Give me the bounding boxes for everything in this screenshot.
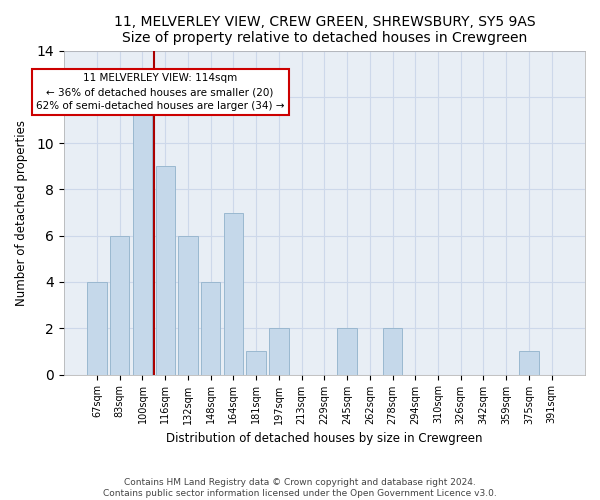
- Bar: [519, 352, 539, 374]
- Title: 11, MELVERLEY VIEW, CREW GREEN, SHREWSBURY, SY5 9AS
Size of property relative to: 11, MELVERLEY VIEW, CREW GREEN, SHREWSBU…: [113, 15, 535, 45]
- Bar: [224, 212, 243, 374]
- Bar: [269, 328, 289, 374]
- Bar: [110, 236, 130, 374]
- Bar: [201, 282, 220, 374]
- Y-axis label: Number of detached properties: Number of detached properties: [15, 120, 28, 306]
- Bar: [133, 97, 152, 374]
- Bar: [337, 328, 357, 374]
- Bar: [178, 236, 197, 374]
- X-axis label: Distribution of detached houses by size in Crewgreen: Distribution of detached houses by size …: [166, 432, 482, 445]
- Bar: [88, 282, 107, 374]
- Bar: [383, 328, 402, 374]
- Bar: [247, 352, 266, 374]
- Text: 11 MELVERLEY VIEW: 114sqm
← 36% of detached houses are smaller (20)
62% of semi-: 11 MELVERLEY VIEW: 114sqm ← 36% of detac…: [36, 73, 284, 111]
- Bar: [155, 166, 175, 374]
- Text: Contains HM Land Registry data © Crown copyright and database right 2024.
Contai: Contains HM Land Registry data © Crown c…: [103, 478, 497, 498]
